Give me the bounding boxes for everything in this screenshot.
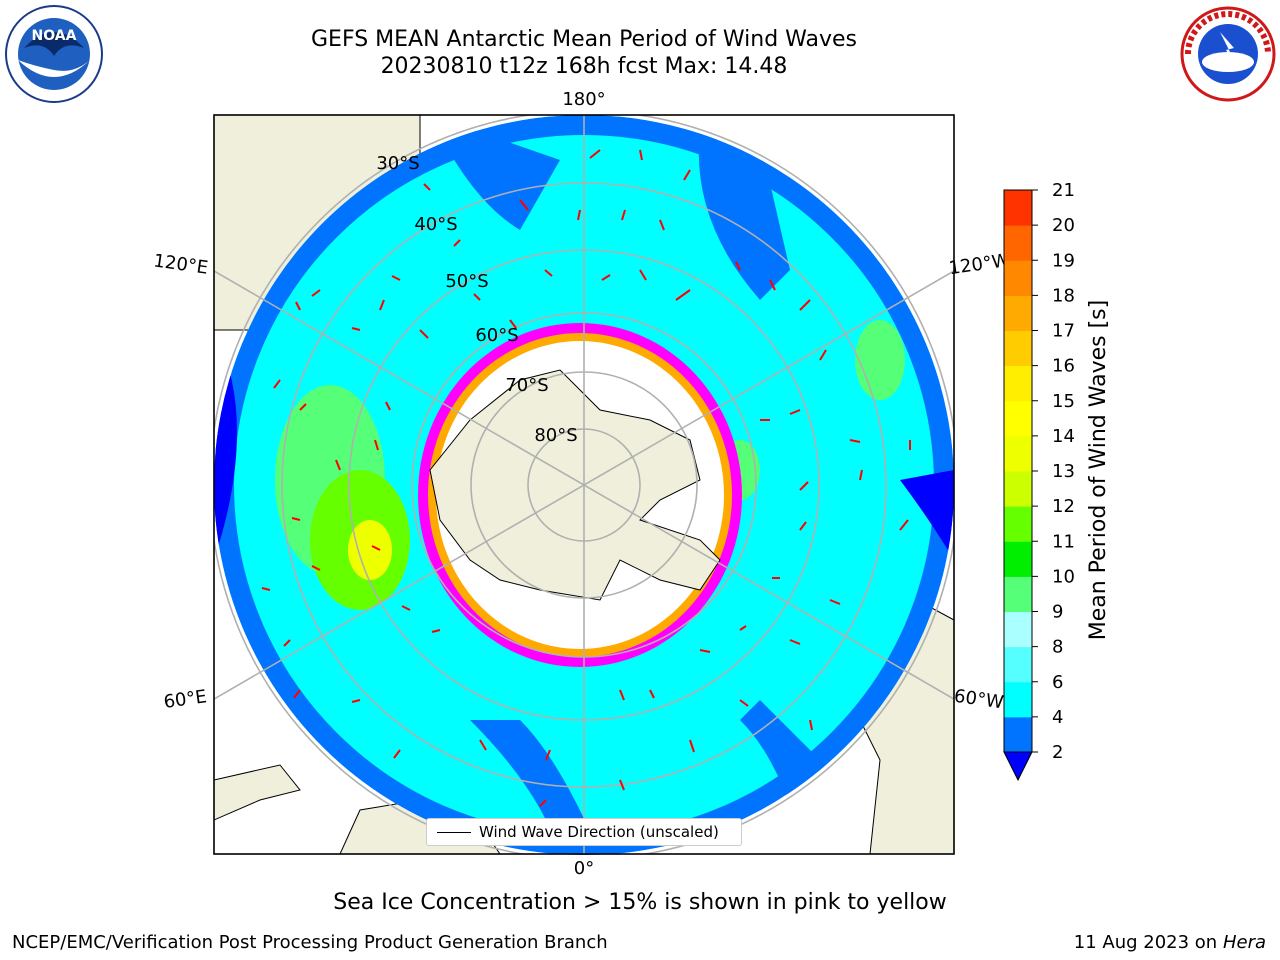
legend-line-swatch — [437, 831, 471, 833]
colorbar-tick-label: 2 — [1052, 742, 1063, 763]
colorbar-tick-label: 19 — [1052, 250, 1075, 271]
colorbar-tick-label: 17 — [1052, 321, 1075, 342]
colorbar-tick-label: 9 — [1052, 602, 1063, 623]
colorbar-bin — [1004, 225, 1032, 261]
colorbar-bin — [1004, 541, 1032, 577]
colorbar-bin — [1004, 506, 1032, 542]
legend-label: Wind Wave Direction (unscaled) — [479, 823, 719, 841]
producer-credit: NCEP/EMC/Verification Post Processing Pr… — [12, 932, 608, 953]
colorbar-tick-label: 18 — [1052, 285, 1075, 306]
colorbar-bin — [1004, 716, 1032, 753]
issue-date-text: 11 Aug 2023 on — [1073, 932, 1218, 953]
lon-label-180: 180° — [562, 89, 605, 110]
lat-label-60s: 60°S — [475, 325, 518, 346]
noaa-logo-text: NOAA — [32, 28, 77, 44]
lat-label-50s: 50°S — [445, 271, 488, 292]
lat-label-30s: 30°S — [376, 153, 419, 174]
colorbar-tick-label: 4 — [1052, 707, 1063, 728]
host-name: Hera — [1222, 932, 1266, 953]
map-legend: Wind Wave Direction (unscaled) — [426, 818, 742, 846]
map-border — [213, 114, 955, 855]
colorbar-bin — [1004, 471, 1032, 507]
graticule — [214, 115, 954, 854]
colorbar-tick-label: 13 — [1052, 461, 1075, 482]
colorbar-bin — [1004, 435, 1032, 472]
lon-label-60w: 60°W — [953, 686, 1005, 714]
colorbar-bin — [1004, 646, 1032, 683]
colorbar-tick-label: 11 — [1052, 531, 1075, 552]
colorbar-tick-label: 16 — [1052, 356, 1075, 377]
lat-label-80s: 80°S — [534, 425, 577, 446]
colorbar-tick-label: 8 — [1052, 637, 1063, 658]
lon-label-120e: 120°E — [152, 250, 209, 278]
chart-subtitle: 20230810 t12z 168h fcst Max: 14.48 — [380, 54, 788, 79]
colorbar-tick-label: 20 — [1052, 215, 1075, 236]
lon-label-0: 0° — [574, 858, 594, 879]
colorbar-bin — [1004, 681, 1032, 718]
colorbar-tick-label: 12 — [1052, 496, 1075, 517]
colorbar-bin — [1004, 611, 1032, 648]
colorbar-bin — [1004, 400, 1032, 437]
colorbar-tick-label: 14 — [1052, 426, 1075, 447]
lat-label-40s: 40°S — [414, 214, 457, 235]
colorbar-bin — [1004, 190, 1032, 226]
lon-label-120w: 120°W — [947, 250, 1011, 279]
colorbar-bin — [1004, 330, 1032, 367]
colorbar: 21 20 19 18 17 16 15 14 13 12 11 10 9 8 6 4 2 — [1003, 180, 1075, 782]
colorbar-tick-label: 6 — [1052, 672, 1063, 693]
colorbar-label: Mean Period of Wind Waves [s] — [1086, 300, 1111, 640]
colorbar-bin — [1004, 576, 1032, 612]
wind-wave-arrows — [261, 149, 911, 807]
lon-label-60e: 60°E — [162, 686, 208, 713]
chart-title: GEFS MEAN Antarctic Mean Period of Wind … — [311, 27, 857, 52]
colorbar-tick-label: 21 — [1052, 180, 1075, 201]
noaa-logo: NOAA — [5, 5, 103, 103]
lat-label-70s: 70°S — [505, 375, 548, 396]
issue-date: 11 Aug 2023 on Hera — [1074, 932, 1266, 953]
colorbar-bin — [1004, 295, 1032, 331]
colorbar-bin — [1004, 365, 1032, 402]
colorbar-tick-label: 10 — [1052, 566, 1075, 587]
sea-ice-caption: Sea Ice Concentration > 15% is shown in … — [333, 890, 947, 915]
colorbar-under-triangle — [1003, 751, 1033, 782]
nws-logo — [1180, 6, 1276, 102]
colorbar-tick-label: 15 — [1052, 391, 1075, 412]
colorbar-bin — [1004, 260, 1032, 296]
